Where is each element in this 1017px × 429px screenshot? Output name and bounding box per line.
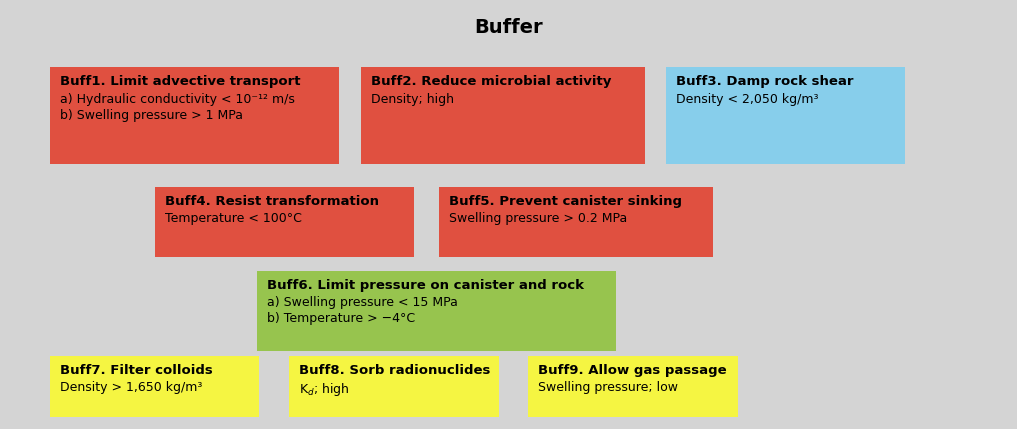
Text: Buff3. Damp rock shear: Buff3. Damp rock shear (676, 75, 853, 88)
Text: Swelling pressure > 0.2 MPa: Swelling pressure > 0.2 MPa (448, 212, 626, 225)
Text: Temperature < 100°C: Temperature < 100°C (165, 212, 301, 225)
Bar (50, 356, 259, 417)
Bar (529, 356, 737, 417)
Text: Density < 2,050 kg/m³: Density < 2,050 kg/m³ (676, 93, 819, 106)
Text: Buff9. Allow gas passage: Buff9. Allow gas passage (538, 364, 727, 377)
Text: b) Swelling pressure > 1 MPa: b) Swelling pressure > 1 MPa (60, 109, 243, 121)
Text: Buff7. Filter colloids: Buff7. Filter colloids (60, 364, 213, 377)
Text: Density > 1,650 kg/m³: Density > 1,650 kg/m³ (60, 381, 202, 394)
Text: Buff4. Resist transformation: Buff4. Resist transformation (165, 195, 378, 208)
Text: Buff5. Prevent canister sinking: Buff5. Prevent canister sinking (448, 195, 681, 208)
Text: a) Swelling pressure < 15 MPa: a) Swelling pressure < 15 MPa (267, 296, 459, 309)
Text: K$_d$; high: K$_d$; high (299, 381, 350, 399)
Text: Buff2. Reduce microbial activity: Buff2. Reduce microbial activity (371, 75, 611, 88)
Bar (438, 187, 713, 257)
Bar (666, 67, 905, 164)
Bar (155, 187, 414, 257)
Text: a) Hydraulic conductivity < 10⁻¹² m/s: a) Hydraulic conductivity < 10⁻¹² m/s (60, 93, 295, 106)
Text: Density; high: Density; high (371, 93, 454, 106)
Bar (361, 67, 645, 164)
Text: Buff8. Sorb radionuclides: Buff8. Sorb radionuclides (299, 364, 490, 377)
Bar (50, 67, 339, 164)
Text: Buff6. Limit pressure on canister and rock: Buff6. Limit pressure on canister and ro… (267, 279, 585, 292)
Bar (257, 271, 616, 351)
Text: b) Temperature > −4°C: b) Temperature > −4°C (267, 312, 415, 326)
Text: Swelling pressure; low: Swelling pressure; low (538, 381, 678, 394)
Text: Buffer: Buffer (474, 18, 543, 37)
Text: Buff1. Limit advective transport: Buff1. Limit advective transport (60, 75, 300, 88)
Bar (289, 356, 498, 417)
